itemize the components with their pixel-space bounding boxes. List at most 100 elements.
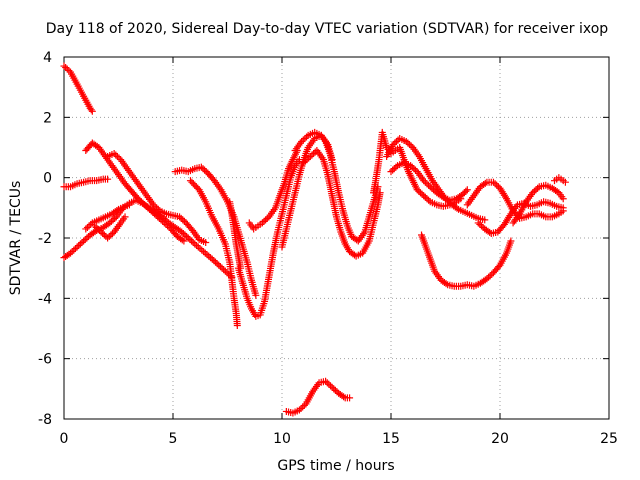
data-point — [154, 205, 162, 213]
data-point — [476, 220, 484, 228]
data-point — [137, 198, 145, 206]
data-point — [87, 220, 95, 228]
data-point — [104, 234, 112, 242]
data-point — [93, 142, 101, 150]
series-arc-08 — [171, 163, 260, 299]
y-tick-label: -4 — [38, 291, 52, 307]
data-point — [154, 213, 162, 221]
data-point — [390, 165, 398, 173]
series-arc-12 — [234, 156, 303, 320]
data-point — [176, 213, 184, 221]
data-point — [215, 261, 223, 269]
series-arc-20 — [463, 178, 567, 222]
data-point — [199, 165, 207, 173]
data-point — [389, 166, 397, 174]
data-point — [453, 204, 461, 212]
data-point — [438, 192, 446, 200]
data-point — [73, 243, 81, 251]
data-point — [423, 195, 431, 203]
data-point — [413, 186, 421, 194]
data-point — [83, 234, 91, 242]
data-point — [425, 196, 433, 204]
data-point — [298, 137, 306, 145]
y-axis-label: SDTVAR / TECUs — [8, 181, 24, 296]
data-point — [299, 136, 307, 144]
data-point — [416, 189, 424, 197]
data-point — [82, 225, 90, 233]
data-point — [125, 201, 133, 209]
series-arc-09 — [186, 177, 241, 329]
data-point — [146, 205, 154, 213]
y-tick-label: -2 — [38, 231, 52, 247]
data-point — [159, 217, 167, 225]
data-point — [100, 231, 108, 239]
data-point — [310, 150, 318, 158]
data-point — [507, 237, 515, 245]
data-point — [213, 260, 221, 268]
data-point — [426, 183, 434, 191]
data-point — [70, 246, 78, 254]
data-point — [78, 239, 86, 247]
data-point — [71, 245, 79, 253]
data-point — [75, 242, 83, 250]
data-point — [142, 202, 150, 210]
data-point — [113, 153, 121, 161]
data-point — [462, 187, 470, 195]
data-point — [430, 186, 438, 194]
data-point — [91, 222, 99, 230]
data-point — [486, 272, 494, 280]
ticks: 0 5 10 15 20 25 -8 -6 -4 -2 0 2 4 — [38, 50, 618, 447]
data-point — [340, 393, 348, 401]
data-point — [410, 165, 418, 173]
y-tick-label: 0 — [43, 171, 52, 187]
series-arc-19 — [418, 231, 515, 290]
data-point — [300, 159, 308, 167]
data-point — [392, 163, 400, 171]
data-point — [477, 222, 485, 230]
data-point — [210, 257, 218, 265]
series-arc-14 — [291, 128, 382, 245]
y-tick-label: 4 — [43, 50, 52, 66]
data-point — [104, 175, 112, 183]
series-arc-01 — [60, 62, 96, 115]
y-tick-label: 2 — [43, 110, 52, 126]
data-point — [328, 383, 336, 391]
data-point — [559, 195, 567, 203]
data-point — [63, 65, 71, 73]
data-point — [115, 154, 123, 162]
data-point — [202, 239, 210, 247]
data-point — [258, 219, 266, 227]
data-point — [87, 106, 95, 114]
data-point — [107, 231, 115, 239]
data-point — [95, 226, 103, 234]
data-point — [81, 236, 89, 244]
data-point — [112, 151, 120, 159]
data-point — [179, 216, 187, 224]
series-arc-23 — [551, 174, 569, 186]
y-tick-label: -8 — [38, 412, 52, 428]
data-point — [80, 237, 88, 245]
data-point — [121, 213, 129, 221]
series-arc-07 — [104, 150, 210, 247]
data-point — [181, 231, 189, 239]
data-point — [301, 134, 309, 142]
data-point — [180, 217, 188, 225]
data-point — [305, 154, 313, 162]
x-axis-label: GPS time / hours — [277, 458, 394, 474]
data-point — [353, 236, 361, 244]
data-point — [486, 228, 494, 236]
data-point — [164, 222, 172, 230]
data-point — [561, 178, 569, 186]
data-point — [442, 280, 450, 288]
data-point — [387, 168, 395, 176]
data-point — [144, 204, 152, 212]
series-arc-22 — [509, 181, 567, 227]
data-point — [233, 321, 241, 329]
y-tick-label: -6 — [38, 352, 52, 368]
data-point — [262, 216, 270, 224]
data-point — [553, 188, 561, 196]
data-point — [252, 291, 260, 299]
data-point — [216, 263, 224, 271]
data-point — [532, 186, 540, 194]
plot-frame — [63, 56, 610, 420]
